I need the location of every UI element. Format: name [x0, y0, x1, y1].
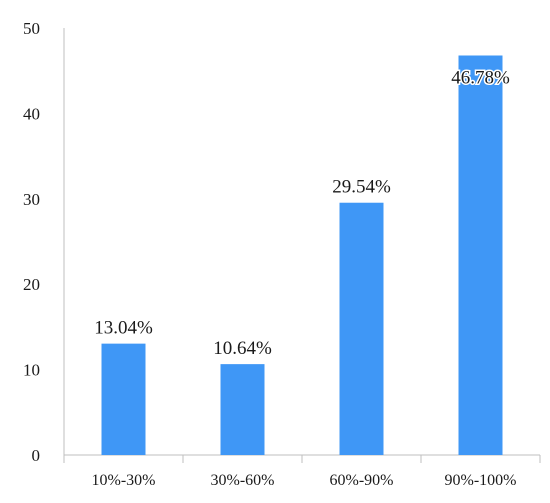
category-label: 10%-30%	[92, 472, 156, 489]
y-tick-label: 20	[23, 275, 40, 294]
bars-group	[101, 55, 503, 455]
bar-30-60	[220, 364, 265, 455]
bar-90-100	[458, 55, 503, 455]
category-label: 60%-90%	[330, 472, 394, 489]
y-tick-label: 50	[23, 19, 40, 38]
data-labels-group: 13.04% 10.64% 29.54% 46.78%	[94, 66, 511, 359]
y-tick-label: 0	[32, 446, 41, 465]
y-tick-label: 10	[23, 361, 40, 380]
data-label: 10.64%	[213, 338, 272, 359]
x-axis-tick-marks	[63, 455, 541, 463]
bar-60-90	[339, 202, 384, 455]
data-label: 29.54%	[332, 177, 391, 198]
bar-10-30	[101, 343, 146, 455]
category-labels-group: 10%-30% 30%-60% 60%-90% 90%-100%	[92, 472, 517, 489]
category-label: 30%-60%	[211, 472, 275, 489]
y-axis-ticks: 0 10 20 30 40 50	[23, 19, 40, 465]
category-label: 90%-100%	[445, 472, 517, 489]
data-label: 46.78%	[451, 67, 510, 88]
data-label: 13.04%	[94, 318, 153, 339]
y-tick-label: 30	[23, 190, 40, 209]
y-tick-label: 40	[23, 104, 40, 123]
